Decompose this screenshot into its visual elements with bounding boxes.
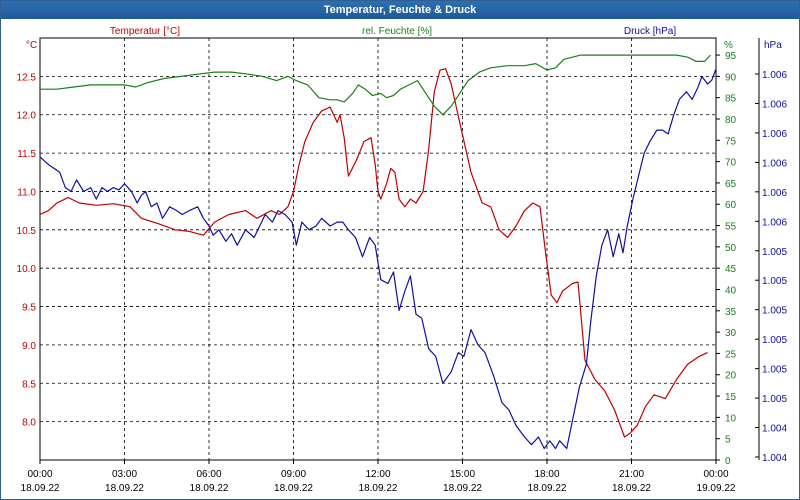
middle-tick-label: 30 [725, 328, 737, 339]
right-tick-label: 1.006 [762, 217, 787, 228]
right-tick-label: 1.005 [762, 335, 787, 346]
middle-axis-unit: % [724, 40, 733, 51]
left-tick-label: 10.0 [17, 264, 37, 275]
x-tick-time: 12:00 [365, 469, 390, 480]
left-tick-label: 12.5 [17, 72, 37, 83]
humidity-line [40, 54, 711, 116]
left-tick-label: 8.5 [22, 379, 36, 390]
middle-tick-label: 55 [725, 222, 737, 233]
x-tick-date: 18.09.22 [274, 483, 313, 494]
right-tick-label: 1.006 [762, 129, 787, 140]
left-tick-label: 11.5 [17, 149, 36, 160]
middle-tick-label: 75 [725, 136, 737, 147]
middle-tick-label: 0 [725, 456, 731, 467]
pressure-line [39, 68, 717, 450]
x-tick-time: 00:00 [703, 469, 728, 480]
legend-humidity: rel. Feuchte [%] [362, 26, 432, 37]
left-tick-label: 9.0 [22, 341, 36, 352]
x-tick-date: 19.09.22 [697, 483, 736, 494]
x-tick-date: 18.09.22 [105, 483, 144, 494]
left-tick-label: 9.5 [22, 303, 36, 314]
x-tick-time: 15:00 [450, 469, 475, 480]
left-tick-label: 11.0 [17, 187, 36, 198]
x-tick-date: 18.09.22 [190, 483, 229, 494]
middle-tick-label: 90 [725, 72, 737, 83]
x-tick-date: 18.09.22 [359, 483, 398, 494]
middle-tick-label: 80 [725, 115, 737, 126]
right-tick-label: 1.004 [762, 453, 787, 464]
tick-labels: 12.5 12.0 11.5 11.0 10.5 10.0 9.5 9.0 8.5 8.0 00:0… [17, 51, 788, 494]
right-axis-unit: hPa [764, 40, 782, 51]
x-tick-date: 18.09.22 [612, 483, 651, 494]
right-tick-label: 1.006 [762, 158, 787, 169]
grid-lines [39, 38, 760, 464]
x-tick-date: 18.09.22 [528, 483, 567, 494]
middle-tick-label: 40 [725, 285, 737, 296]
legend-pressure: Druck [hPa] [624, 26, 676, 37]
right-tick-label: 1.005 [762, 394, 787, 405]
x-tick-date: 18.09.22 [443, 483, 482, 494]
x-tick-time: 09:00 [281, 469, 306, 480]
middle-tick-label: 20 [725, 371, 737, 382]
middle-tick-label: 85 [725, 94, 737, 105]
middle-tick-label: 65 [725, 179, 737, 190]
series-lines [39, 54, 717, 450]
middle-tick-label: 50 [725, 243, 737, 254]
right-tick-label: 1.006 [762, 70, 787, 81]
middle-tick-label: 10 [725, 413, 737, 424]
legend-temperature: Temperatur [°C] [110, 26, 180, 37]
chart-title: Temperatur, Feuchte & Druck [1, 1, 799, 19]
right-tick-label: 1.005 [762, 365, 787, 376]
temperature-line [39, 68, 708, 438]
right-tick-label: 1.005 [762, 276, 787, 287]
right-tick-label: 1.005 [762, 247, 787, 258]
right-tick-label: 1.006 [762, 188, 787, 199]
middle-tick-label: 5 [725, 435, 731, 446]
left-axis-unit: °C [26, 40, 37, 51]
left-tick-label: 10.5 [17, 226, 37, 237]
middle-tick-label: 35 [725, 307, 737, 318]
x-tick-time: 03:00 [112, 469, 137, 480]
x-tick-date: 18.09.22 [21, 483, 60, 494]
middle-tick-label: 60 [725, 200, 737, 211]
x-tick-time: 18:00 [534, 469, 559, 480]
middle-tick-label: 25 [725, 349, 737, 360]
left-tick-label: 8.0 [22, 418, 36, 429]
middle-tick-label: 45 [725, 264, 737, 275]
middle-tick-label: 95 [725, 51, 737, 62]
middle-tick-label: 15 [725, 392, 737, 403]
right-tick-label: 1.006 [762, 99, 787, 110]
x-tick-time: 00:00 [27, 469, 52, 480]
right-tick-label: 1.005 [762, 306, 787, 317]
middle-tick-label: 70 [725, 158, 737, 169]
x-tick-time: 06:00 [196, 469, 221, 480]
left-tick-label: 12.0 [17, 111, 37, 122]
right-tick-label: 1.004 [762, 424, 787, 435]
x-tick-time: 21:00 [619, 469, 644, 480]
